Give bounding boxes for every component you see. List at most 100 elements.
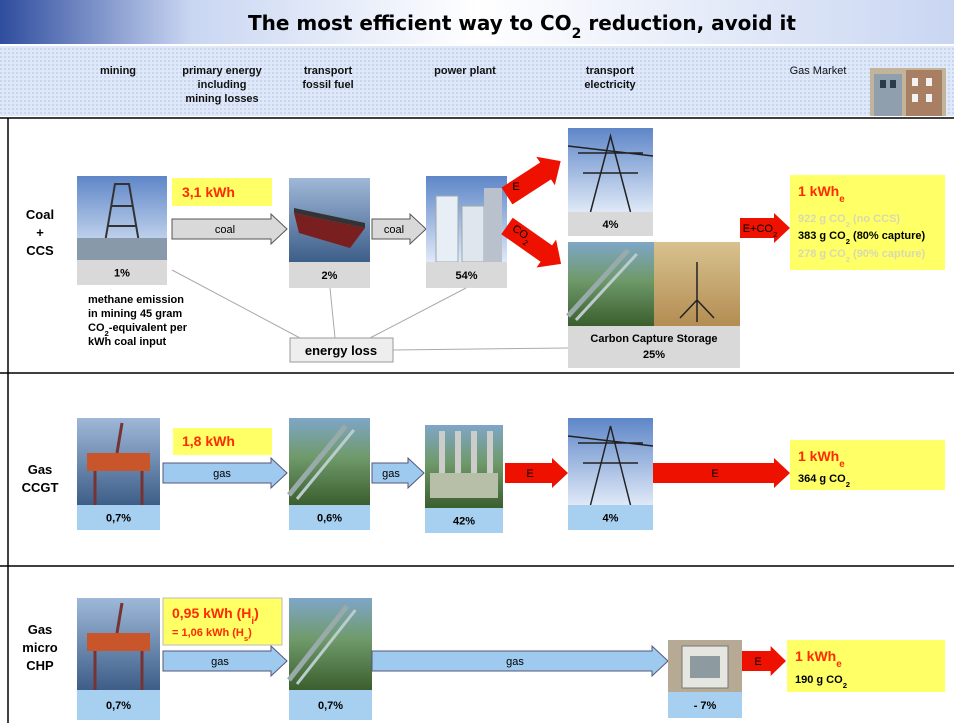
subscript: 2	[521, 237, 530, 247]
text-part: )	[248, 627, 252, 639]
pipeline	[574, 252, 638, 322]
output-arrow	[740, 213, 790, 243]
text-part: (90% capture)	[850, 248, 926, 260]
stack	[471, 431, 477, 479]
subscript: e	[836, 659, 842, 670]
energy-loss: energy loss	[305, 343, 377, 358]
subscript: 2	[105, 329, 109, 338]
row-label: Gas	[28, 622, 53, 637]
subscript: e	[839, 459, 845, 470]
header-power-plant: power plant	[434, 65, 496, 77]
mine-building	[77, 238, 167, 260]
text-part: 0,95 kWh (H	[172, 605, 251, 621]
result: 1 kWhe	[798, 448, 845, 470]
row-label: Coal	[26, 207, 54, 222]
primary-box	[162, 597, 283, 646]
text-part: -equivalent per	[109, 322, 188, 334]
arrow-label: E	[711, 468, 718, 480]
emission: 190 g CO2	[795, 674, 847, 690]
emission: 364 g CO2	[798, 473, 850, 489]
rig-deck	[87, 633, 150, 651]
percent-label: 0,7%	[106, 513, 131, 525]
text-part: 1 kWh	[798, 448, 839, 464]
header-mining: mining	[100, 65, 136, 77]
cooling-tower	[435, 195, 459, 263]
emission: 278 g CO2 (90% capture)	[798, 248, 925, 264]
percent-label: 0,7%	[318, 700, 343, 712]
title: The most efficient way to CO2 reduction,…	[248, 11, 796, 42]
primary-energy: 1,8 kWh	[182, 433, 235, 449]
arrow-label: E	[512, 181, 519, 193]
percent-box	[289, 690, 372, 720]
pylon-image	[568, 128, 653, 212]
percent-box	[289, 505, 370, 530]
percent-label: - 7%	[694, 700, 717, 712]
header-primary: including	[198, 79, 247, 91]
percent-box	[77, 690, 160, 720]
result-box	[790, 175, 945, 270]
text-part: (no CCS)	[850, 213, 900, 225]
pylon-frame	[567, 133, 654, 213]
pipeline	[295, 609, 357, 685]
text-part: 1 kWh	[798, 183, 839, 199]
percent-box	[426, 262, 507, 288]
pipeline	[287, 424, 348, 497]
ccs-label: Carbon Capture Storage	[590, 333, 717, 345]
arrow-label: gas	[213, 468, 231, 480]
electricity-arrow	[505, 458, 568, 488]
header-transport-electricity: electricity	[584, 79, 636, 91]
row-label: +	[36, 225, 44, 240]
subscript: 2	[846, 220, 850, 229]
rig-legs	[93, 602, 144, 690]
row-label: Gas	[28, 462, 53, 477]
ccs-percent: 25%	[643, 349, 665, 361]
loss-line	[369, 287, 467, 339]
subscript: 2	[846, 255, 850, 264]
percent-label: 0,7%	[106, 700, 131, 712]
arrow-label: E+CO2	[743, 223, 778, 239]
electricity-arrow	[501, 156, 561, 205]
ccgt-hall	[430, 473, 498, 498]
subscript: e	[839, 194, 845, 205]
fuel-arrow	[371, 212, 427, 246]
arrow-label: coal	[384, 224, 404, 236]
text-part: 364 g CO	[798, 473, 846, 485]
row-label: CCGT	[22, 480, 59, 495]
arrow-label: gas	[506, 656, 524, 668]
loss-line	[329, 287, 336, 339]
percent-label: 4%	[603, 219, 619, 231]
percent-box	[668, 692, 742, 718]
text-part: 383 g CO	[798, 230, 846, 242]
text-part: E+CO	[743, 223, 774, 235]
header-transport-fuel: fossil fuel	[302, 79, 353, 91]
percent-label: 0,6%	[317, 513, 342, 525]
subscript: s	[244, 634, 248, 643]
header-transport-electricity: transport	[586, 65, 635, 77]
result-box	[787, 640, 945, 692]
text-part: 278 g CO	[798, 248, 846, 260]
percent-box	[77, 505, 160, 530]
primary-energy: 0,95 kWh (Hi)	[172, 605, 259, 627]
primary-energy: = 1,06 kWh (Hs)	[172, 627, 252, 643]
gas-market-image	[870, 68, 946, 116]
fuel-arrow	[371, 456, 425, 490]
text-part: 190 g CO	[795, 674, 843, 686]
text-part: reduction, avoid it	[581, 11, 796, 35]
rig-legs	[93, 422, 144, 505]
subscript: 2	[572, 26, 582, 42]
subscript: 2	[843, 681, 847, 690]
row-label: CCS	[26, 243, 54, 258]
subscript: i	[251, 616, 254, 627]
ccs-well	[679, 262, 715, 322]
fuel-arrow	[171, 212, 288, 246]
header-primary: primary energy	[182, 65, 262, 77]
arrow-label: coal	[215, 224, 235, 236]
result: 1 kWhe	[795, 648, 842, 670]
headframe	[101, 183, 143, 261]
energy-loss-box	[289, 337, 394, 363]
header-primary: mining losses	[185, 93, 258, 105]
title-banner	[0, 0, 954, 44]
arrow-shape	[501, 156, 561, 205]
boiler-house	[484, 188, 502, 262]
